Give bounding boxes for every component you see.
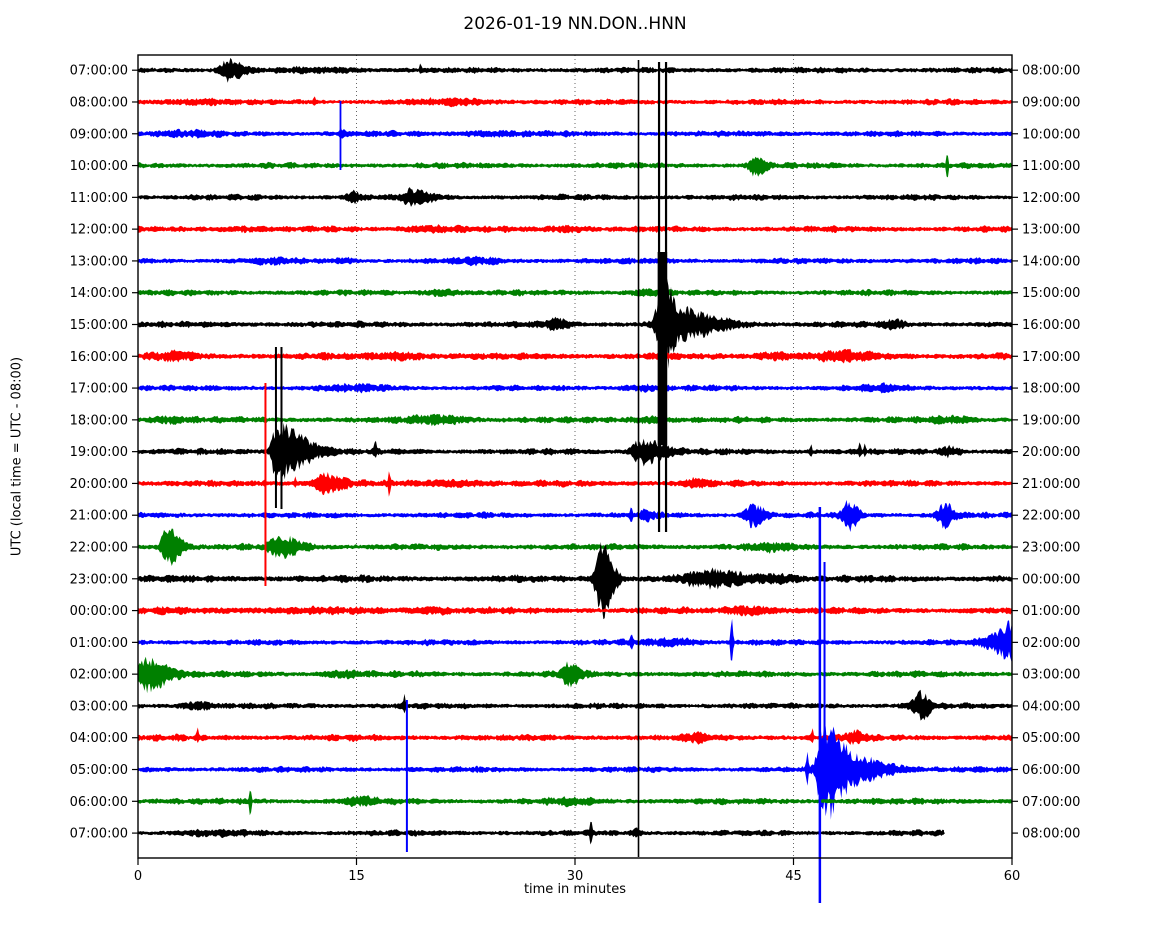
- row-label-local-2: 10:00:00: [1022, 127, 1080, 142]
- row-label-local-6: 14:00:00: [1022, 254, 1080, 269]
- trace-23:00:00: [138, 541, 1012, 620]
- row-label-utc-9: 16:00:00: [70, 350, 128, 365]
- row-label-local-7: 15:00:00: [1022, 286, 1080, 301]
- x-tick-label-30: 30: [567, 869, 584, 884]
- trace-10:00:00: [138, 155, 1012, 178]
- row-label-utc-15: 22:00:00: [70, 541, 128, 556]
- row-label-local-8: 16:00:00: [1022, 318, 1080, 333]
- trace-18:00:00: [138, 413, 1012, 427]
- row-label-utc-8: 15:00:00: [70, 318, 128, 333]
- trace-07:00:00: [138, 821, 944, 845]
- row-label-local-18: 02:00:00: [1022, 636, 1080, 651]
- row-label-utc-23: 06:00:00: [70, 795, 128, 810]
- trace-07:00:00: [138, 57, 1012, 83]
- trace-03:00:00: [138, 689, 1012, 721]
- row-label-utc-16: 23:00:00: [70, 572, 128, 587]
- row-label-local-12: 20:00:00: [1022, 445, 1080, 460]
- row-label-utc-14: 21:00:00: [70, 509, 128, 524]
- trace-11:00:00: [138, 187, 1012, 207]
- row-label-utc-3: 10:00:00: [70, 159, 128, 174]
- row-label-local-9: 17:00:00: [1022, 350, 1080, 365]
- row-label-utc-18: 01:00:00: [70, 636, 128, 651]
- row-label-utc-2: 09:00:00: [70, 127, 128, 142]
- row-label-local-11: 19:00:00: [1022, 413, 1080, 428]
- row-label-local-3: 11:00:00: [1022, 159, 1080, 174]
- trace-20:00:00: [138, 471, 1012, 497]
- row-label-local-10: 18:00:00: [1022, 382, 1080, 397]
- trace-13:00:00: [138, 255, 1012, 267]
- row-label-utc-4: 11:00:00: [70, 191, 128, 206]
- row-label-utc-12: 19:00:00: [70, 445, 128, 460]
- x-tick-label-15: 15: [348, 869, 365, 884]
- row-label-local-21: 05:00:00: [1022, 731, 1080, 746]
- row-label-utc-19: 02:00:00: [70, 668, 128, 683]
- row-label-local-24: 08:00:00: [1022, 827, 1080, 842]
- row-label-local-5: 13:00:00: [1022, 223, 1080, 238]
- row-label-local-20: 04:00:00: [1022, 699, 1080, 714]
- trace-14:00:00: [138, 288, 1012, 298]
- trace-16:00:00: [138, 348, 1012, 364]
- trace-21:00:00: [138, 499, 1012, 532]
- row-label-utc-24: 07:00:00: [70, 827, 128, 842]
- row-label-local-13: 21:00:00: [1022, 477, 1080, 492]
- x-axis-label: time in minutes: [523, 882, 627, 897]
- x-tick-label-45: 45: [785, 869, 802, 884]
- trace-12:00:00: [138, 224, 1012, 234]
- row-label-local-22: 06:00:00: [1022, 763, 1080, 778]
- row-label-utc-1: 08:00:00: [70, 95, 128, 110]
- row-label-local-14: 22:00:00: [1022, 509, 1080, 524]
- row-label-local-0: 08:00:00: [1022, 64, 1080, 79]
- row-label-utc-17: 00:00:00: [70, 604, 128, 619]
- row-label-utc-5: 12:00:00: [70, 223, 128, 238]
- row-label-utc-20: 03:00:00: [70, 699, 128, 714]
- trace-22:00:00: [138, 528, 1012, 566]
- trace-02:00:00: [138, 656, 1012, 694]
- row-label-local-17: 01:00:00: [1022, 604, 1080, 619]
- row-label-local-15: 23:00:00: [1022, 541, 1080, 556]
- row-label-local-23: 07:00:00: [1022, 795, 1080, 810]
- trace-19:00:00: [138, 422, 1012, 480]
- row-label-utc-22: 05:00:00: [70, 763, 128, 778]
- row-label-local-4: 12:00:00: [1022, 191, 1080, 206]
- trace-15:00:00: [138, 278, 1012, 369]
- trace-17:00:00: [138, 382, 1012, 394]
- row-label-utc-0: 07:00:00: [70, 64, 128, 79]
- x-tick-label-60: 60: [1004, 869, 1021, 884]
- row-label-local-19: 03:00:00: [1022, 668, 1080, 683]
- trace-05:00:00: [138, 716, 1012, 820]
- plot-title: 2026-01-19 NN.DON..HNN: [463, 14, 687, 34]
- row-label-utc-10: 17:00:00: [70, 382, 128, 397]
- trace-08:00:00: [138, 96, 1012, 108]
- trace-09:00:00: [138, 127, 1012, 139]
- row-label-utc-7: 14:00:00: [70, 286, 128, 301]
- trace-00:00:00: [138, 605, 1012, 617]
- trace-06:00:00: [138, 790, 1012, 816]
- trace-04:00:00: [138, 727, 1012, 745]
- row-label-utc-21: 04:00:00: [70, 731, 128, 746]
- row-label-local-1: 09:00:00: [1022, 95, 1080, 110]
- x-tick-label-0: 0: [134, 869, 142, 884]
- row-label-utc-6: 13:00:00: [70, 254, 128, 269]
- row-label-local-16: 00:00:00: [1022, 572, 1080, 587]
- row-label-utc-13: 20:00:00: [70, 477, 128, 492]
- row-label-utc-11: 18:00:00: [70, 413, 128, 428]
